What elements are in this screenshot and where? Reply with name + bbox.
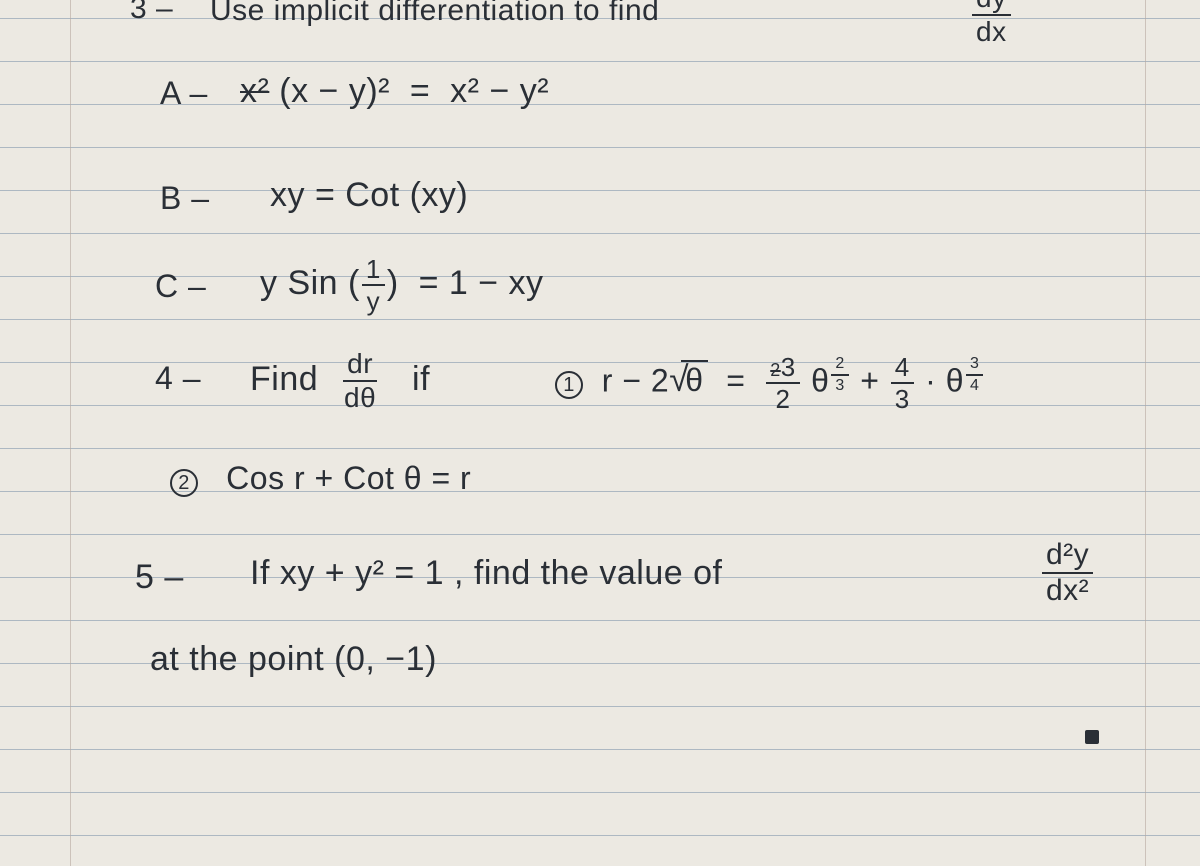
rule-line <box>0 749 1200 750</box>
q3-number: 3 – <box>130 0 173 26</box>
q3c-label: C – <box>155 268 206 305</box>
rule-line <box>0 147 1200 148</box>
q3b-label: B – <box>160 180 210 217</box>
q3a-strike: x² <box>240 72 269 110</box>
rule-line <box>0 792 1200 793</box>
q3b-eq: xy = Cot (xy) <box>270 176 468 215</box>
q3a-label: A – <box>160 75 208 112</box>
q4-p1: 1 r − 2θ = 23 2 θ23 + 43 · θ34 <box>555 354 985 412</box>
q4-find: Find drdθ if <box>250 350 430 412</box>
rule-line <box>0 534 1200 535</box>
q3c-eq: y Sin (1y) = 1 − xy <box>260 256 544 314</box>
q5-number: 5 – <box>135 558 184 597</box>
q3a-lhs: x² (x − y)² = x² − y² <box>240 72 549 111</box>
rule-line <box>0 835 1200 836</box>
rule-line <box>0 620 1200 621</box>
rule-line <box>0 448 1200 449</box>
circled-2-icon: 2 <box>170 469 198 497</box>
q3-prompt: Use implicit differentiation to find <box>210 0 659 28</box>
ink-mark <box>1085 730 1099 744</box>
q4-number: 4 – <box>155 360 201 397</box>
notebook-paper: 3 – Use implicit differentiation to find… <box>0 0 1200 866</box>
q5-d2y-dx2: d²ydx² <box>1040 540 1095 606</box>
rule-line <box>0 706 1200 707</box>
rule-line <box>0 233 1200 234</box>
q5-line1: If xy + y² = 1 , find the value of <box>250 554 722 593</box>
right-margin-rule <box>1145 0 1146 866</box>
rule-line <box>0 61 1200 62</box>
rule-line <box>0 319 1200 320</box>
q4-p2: 2 Cos r + Cot θ = r <box>170 460 471 497</box>
q5-line2: at the point (0, −1) <box>150 640 437 679</box>
left-margin-rule <box>70 0 71 866</box>
circled-1-icon: 1 <box>555 371 583 399</box>
q3-dy-dx: dydx <box>970 0 1013 46</box>
